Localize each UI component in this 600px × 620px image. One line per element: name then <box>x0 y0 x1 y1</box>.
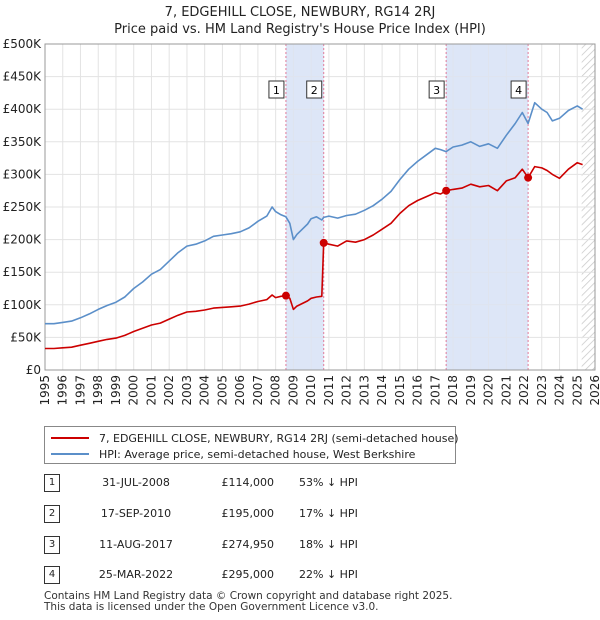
x-tick-label: 1996 <box>56 375 70 406</box>
x-tick-label: 2005 <box>215 375 229 406</box>
x-tick-label: 2000 <box>127 375 141 406</box>
transaction-date: 25-MAR-2022 <box>98 568 174 581</box>
x-tick-label: 2003 <box>180 375 194 406</box>
transaction-date: 11-AUG-2017 <box>99 538 173 551</box>
x-tick-label: 2009 <box>286 375 300 406</box>
legend-label-hpi: HPI: Average price, semi-detached house,… <box>99 447 416 461</box>
plot-frame <box>44 43 596 371</box>
x-tick-label: 2013 <box>357 375 371 406</box>
price-paid-line <box>45 161 583 350</box>
transaction-number-label: 4 <box>515 84 522 97</box>
y-tick-label: £450K <box>3 70 43 84</box>
x-tick-label: 2011 <box>322 375 336 406</box>
y-tick-label: £300K <box>3 167 43 181</box>
x-tick-label: 2012 <box>340 375 354 406</box>
x-tick-label: 2024 <box>553 375 567 406</box>
transaction-point <box>319 238 328 247</box>
transaction-number-label: 2 <box>311 84 318 97</box>
transaction-price: £114,000 <box>221 476 275 489</box>
x-tick-label: 2010 <box>304 375 318 406</box>
transaction-marker: 2 <box>44 505 60 523</box>
x-tick-label: 2008 <box>269 375 283 406</box>
legend-item-price: 7, EDGEHILL CLOSE, NEWBURY, RG14 2RJ (se… <box>51 430 459 446</box>
transaction-price: £295,000 <box>221 568 275 581</box>
legend-swatch-price <box>51 437 89 439</box>
transaction-marker: 3 <box>44 536 60 554</box>
x-tick-label: 2007 <box>251 375 265 406</box>
transaction-row: 2 17-SEP-2010 £195,000 17% ↓ HPI <box>44 505 444 523</box>
price-chart: 7, EDGEHILL CLOSE, NEWBURY, RG14 2RJ Pri… <box>3 5 600 406</box>
x-tick-label: 1999 <box>109 375 123 406</box>
legend-swatch-hpi <box>51 453 89 455</box>
y-tick-label: £50K <box>10 330 42 344</box>
hpi-line <box>45 101 584 325</box>
transaction-number-label: 1 <box>273 84 280 97</box>
legend: 7, EDGEHILL CLOSE, NEWBURY, RG14 2RJ (se… <box>44 426 459 464</box>
transaction-marker: 1 <box>44 474 60 492</box>
y-tick-label: £150K <box>3 265 43 279</box>
x-tick-label: 2022 <box>517 375 531 406</box>
transaction-date: 31-JUL-2008 <box>102 476 170 489</box>
x-tick-label: 1998 <box>91 375 105 406</box>
transaction-number-label: 3 <box>433 84 440 97</box>
footer-licence: This data is licensed under the Open Gov… <box>44 601 379 613</box>
transaction-point <box>442 186 451 195</box>
x-tick-label: 2014 <box>375 375 389 406</box>
y-tick-label: £100K <box>3 298 43 312</box>
x-tick-label: 2025 <box>570 375 584 406</box>
transaction-row: 1 31-JUL-2008 £114,000 53% ↓ HPI <box>44 474 444 492</box>
x-tick-label: 2018 <box>446 375 460 406</box>
x-tick-label: 1997 <box>73 375 87 406</box>
transaction-hpi-diff: 53% ↓ HPI <box>299 476 358 489</box>
transaction-date: 17-SEP-2010 <box>100 507 172 520</box>
footer-attribution: Contains HM Land Registry data © Crown c… <box>44 591 544 613</box>
x-tick-label: 1995 <box>38 375 52 406</box>
chart-title: 7, EDGEHILL CLOSE, NEWBURY, RG14 2RJ <box>165 5 436 20</box>
x-tick-label: 2020 <box>482 375 496 406</box>
transaction-hpi-diff: 22% ↓ HPI <box>299 568 358 581</box>
y-tick-label: £200K <box>3 233 43 247</box>
transaction-row: 4 25-MAR-2022 £295,000 22% ↓ HPI <box>44 566 444 584</box>
transaction-marker: 4 <box>44 566 60 584</box>
transaction-price: £195,000 <box>221 507 275 520</box>
x-tick-label: 2002 <box>162 375 176 406</box>
x-tick-label: 2021 <box>499 375 513 406</box>
transaction-number-box <box>268 80 285 99</box>
transaction-row: 3 11-AUG-2017 £274,950 18% ↓ HPI <box>44 536 444 554</box>
x-tick-label: 2017 <box>428 375 442 406</box>
x-tick-label: 2016 <box>411 375 425 406</box>
chart-subtitle: Price paid vs. HM Land Registry's House … <box>114 22 486 37</box>
x-tick-label: 2023 <box>535 375 549 406</box>
x-tick-label: 2015 <box>393 375 407 406</box>
footer-copyright: Contains HM Land Registry data © Crown c… <box>44 590 453 602</box>
y-tick-label: £350K <box>3 135 43 149</box>
y-tick-label: £400K <box>3 102 43 116</box>
legend-item-hpi: HPI: Average price, semi-detached house,… <box>51 446 415 462</box>
y-tick-label: £250K <box>3 200 43 214</box>
x-tick-label: 2026 <box>588 375 600 406</box>
y-tick-label: £0 <box>26 363 41 377</box>
transaction-hpi-diff: 17% ↓ HPI <box>299 507 358 520</box>
transaction-price: £274,950 <box>221 538 275 551</box>
transaction-hpi-diff: 18% ↓ HPI <box>299 538 358 551</box>
transaction-number-box <box>510 80 527 99</box>
transaction-point <box>281 291 290 300</box>
x-tick-label: 2004 <box>198 375 212 406</box>
legend-label-price: 7, EDGEHILL CLOSE, NEWBURY, RG14 2RJ (se… <box>99 431 459 445</box>
transaction-number-box <box>306 80 323 99</box>
x-tick-label: 2006 <box>233 375 247 406</box>
transaction-point <box>524 173 533 182</box>
x-tick-label: 2019 <box>464 375 478 406</box>
x-tick-label: 2001 <box>144 375 158 406</box>
transaction-number-box <box>428 80 445 99</box>
y-tick-label: £500K <box>3 37 43 51</box>
